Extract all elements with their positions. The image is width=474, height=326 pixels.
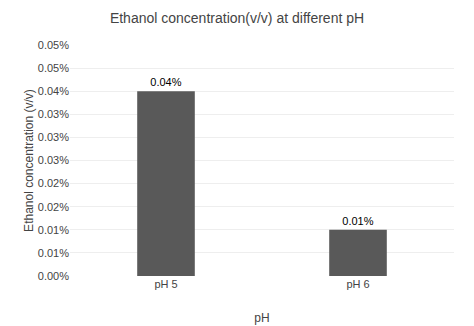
svg-text:0.05%: 0.05% [38, 62, 69, 74]
svg-text:0.02%: 0.02% [38, 177, 69, 189]
svg-text:0.03%: 0.03% [38, 154, 69, 166]
svg-text:pH: pH [254, 311, 269, 325]
svg-text:0.01%: 0.01% [38, 247, 69, 259]
svg-text:0.03%: 0.03% [38, 131, 69, 143]
svg-text:pH 6: pH 6 [346, 278, 369, 290]
svg-text:0.04%: 0.04% [38, 85, 69, 97]
svg-text:Ethanol concentration (v/v): Ethanol concentration (v/v) [22, 89, 36, 232]
svg-text:0.02%: 0.02% [38, 201, 69, 213]
svg-text:0.05%: 0.05% [38, 39, 69, 51]
svg-text:Ethanol concentration(v/v) at: Ethanol concentration(v/v) at different … [110, 10, 364, 26]
svg-text:0.01%: 0.01% [342, 215, 373, 227]
svg-text:pH 5: pH 5 [154, 278, 177, 290]
svg-text:0.03%: 0.03% [38, 108, 69, 120]
svg-text:0.00%: 0.00% [38, 270, 69, 282]
svg-text:0.01%: 0.01% [38, 224, 69, 236]
svg-text:0.04%: 0.04% [150, 76, 181, 88]
